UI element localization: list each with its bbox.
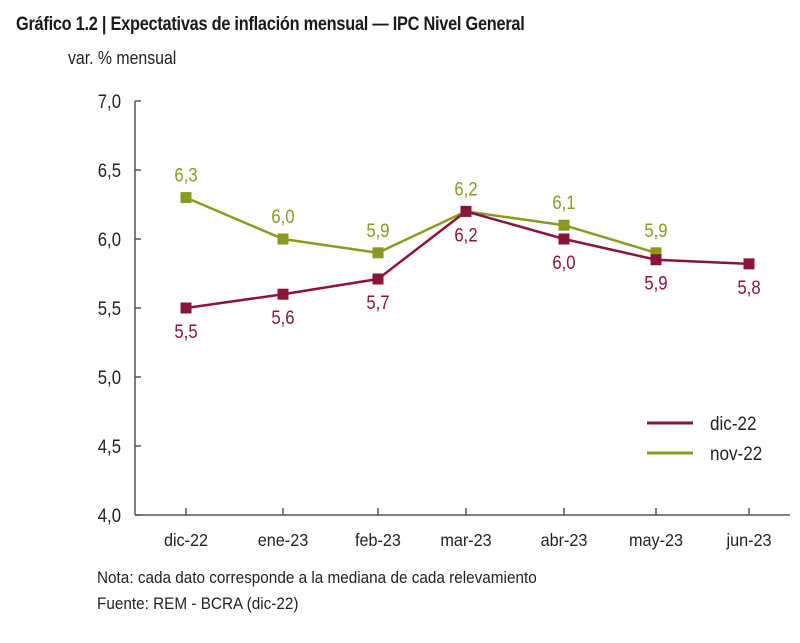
y-tick-label: 6,0 (98, 229, 121, 250)
data-point-marker (277, 233, 289, 245)
data-point-marker (180, 192, 192, 204)
x-tick-label: dic-22 (164, 530, 208, 550)
y-tick-label: 5,5 (98, 298, 121, 319)
data-label: 5,9 (644, 273, 667, 294)
data-point-marker (372, 273, 384, 285)
series-lines (180, 192, 755, 314)
data-point-marker (460, 205, 472, 217)
y-tick-label: 7,0 (98, 91, 121, 112)
data-point-marker (180, 302, 192, 314)
legend-label-nov-22: nov-22 (710, 443, 762, 464)
x-tick-label: jun-23 (726, 530, 772, 550)
data-point-marker (650, 254, 662, 266)
data-label: 5,5 (174, 321, 197, 342)
data-point-marker (372, 247, 384, 259)
data-point-marker (558, 233, 570, 245)
data-label: 5,9 (644, 220, 667, 241)
data-label: 6,0 (552, 252, 575, 273)
data-label: 6,3 (174, 165, 197, 186)
data-labels: 6,3 6,0 5,9 6,2 6,1 5,9 5,5 5,6 5,7 6,2 6,0 5,9 5,8 (174, 165, 760, 343)
data-label: 5,6 (271, 307, 294, 328)
y-tick-label: 6,5 (98, 160, 121, 181)
x-tick-label: ene-23 (258, 530, 308, 550)
y-axis-unit-label: var. % mensual (68, 48, 177, 68)
data-label: 6,2 (454, 224, 477, 245)
y-tick-label: 4,0 (98, 505, 121, 526)
data-point-marker (743, 258, 755, 270)
chart-title: Gráfico 1.2 | Expectativas de inflación … (16, 14, 525, 35)
legend-label-dic-22: dic-22 (710, 413, 757, 434)
data-label: 6,0 (271, 206, 294, 227)
chart-source: Fuente: REM - BCRA (dic-22) (97, 594, 299, 613)
series-line-nov-22 (185, 196, 657, 255)
data-label: 5,8 (737, 277, 760, 298)
data-label: 5,7 (366, 292, 389, 313)
x-tick-label: may-23 (629, 530, 683, 550)
axes: 4,0 4,5 5,0 5,5 6,0 6,5 7,0 dic-22 ene-23 feb-23 m… (98, 91, 790, 550)
chart-note: Nota: cada dato corresponde a la mediana… (97, 568, 537, 587)
x-tick-label: feb-23 (355, 530, 401, 550)
y-tick-label: 5,0 (98, 367, 121, 388)
x-tick-label: abr-23 (541, 530, 588, 550)
data-point-marker (650, 247, 662, 259)
x-tick-label: mar-23 (440, 530, 491, 550)
data-point-marker (277, 288, 289, 300)
data-label: 6,2 (454, 178, 477, 199)
legend: dic-22 nov-22 (647, 413, 762, 464)
data-label: 5,9 (366, 220, 389, 241)
data-label: 6,1 (552, 192, 575, 213)
data-point-marker (558, 219, 570, 231)
y-tick-label: 4,5 (98, 436, 121, 457)
